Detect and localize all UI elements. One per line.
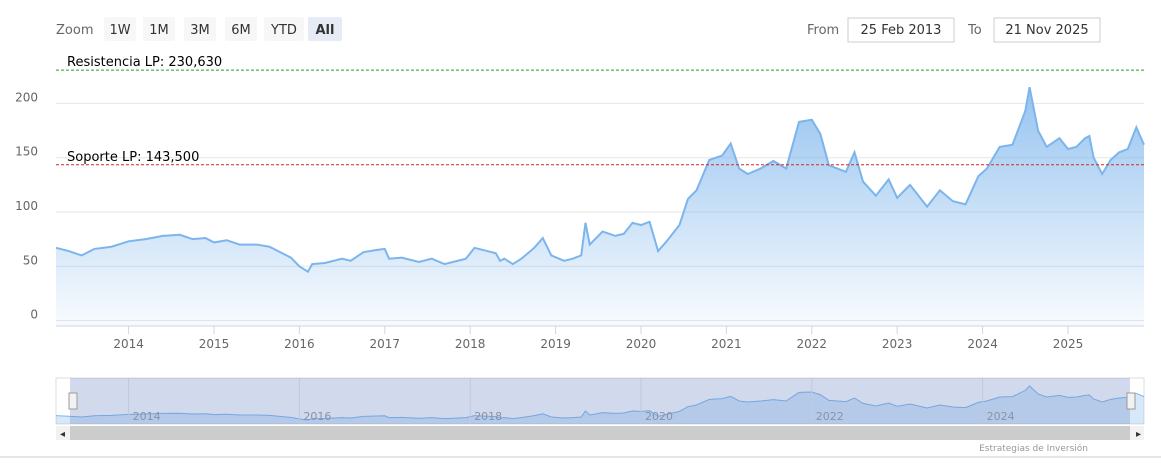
zoom-label: Zoom xyxy=(56,23,93,38)
y-tick-label: 200 xyxy=(15,90,38,104)
range-button[interactable] xyxy=(104,17,136,41)
scroll-right[interactable]: ▸ xyxy=(1136,429,1141,440)
navigator-tick-label: 2018 xyxy=(474,410,502,423)
range-button[interactable] xyxy=(308,17,342,41)
from-input[interactable] xyxy=(847,17,955,43)
range-button-label[interactable]: 1M xyxy=(149,23,169,38)
area-fill xyxy=(56,87,1144,327)
navigator-tick-label: 2022 xyxy=(816,410,844,423)
range-button-label[interactable]: 3M xyxy=(190,23,210,38)
range-button[interactable] xyxy=(225,17,257,41)
navigator-mask xyxy=(70,378,1130,424)
range-button[interactable] xyxy=(184,17,216,41)
to-date[interactable]: 21 Nov 2025 xyxy=(1005,23,1088,38)
to-label: To xyxy=(967,23,982,38)
x-tick-label: 2019 xyxy=(540,337,571,351)
navigator-area xyxy=(56,386,1144,424)
x-tick-label: 2021 xyxy=(711,337,742,351)
from-label: From xyxy=(807,23,839,38)
x-tick-label: 2022 xyxy=(797,337,828,351)
navigator-tick-label: 2014 xyxy=(133,410,161,423)
plot-line-label: Resistencia LP: 230,630 xyxy=(67,55,222,70)
range-button[interactable] xyxy=(264,17,304,41)
x-tick-label: 2018 xyxy=(455,337,486,351)
range-button-label[interactable]: 6M xyxy=(231,23,251,38)
y-tick-label: 150 xyxy=(15,145,38,159)
scrollbar-thumb[interactable] xyxy=(70,426,1130,440)
y-tick-label: 50 xyxy=(23,253,38,267)
navigator-tick-label: 2020 xyxy=(645,410,673,423)
to-input[interactable] xyxy=(993,17,1101,43)
x-tick-label: 2017 xyxy=(370,337,401,351)
navigator-handle[interactable] xyxy=(1126,392,1136,410)
scroll-left[interactable]: ◂ xyxy=(60,429,65,440)
range-button[interactable] xyxy=(143,17,175,41)
x-tick-label: 2014 xyxy=(113,337,144,351)
area-line xyxy=(55,86,1145,274)
from-date[interactable]: 25 Feb 2013 xyxy=(861,23,942,38)
range-button-label[interactable]: All xyxy=(316,23,335,38)
x-tick-label: 2025 xyxy=(1053,337,1084,351)
x-tick-label: 2020 xyxy=(626,337,657,351)
navigator-tick-label: 2016 xyxy=(303,410,331,423)
navigator xyxy=(55,377,1145,425)
x-tick-label: 2016 xyxy=(284,337,315,351)
navigator-handle[interactable] xyxy=(68,392,78,410)
y-tick-label: 100 xyxy=(15,199,38,213)
navigator-line xyxy=(55,385,1145,421)
x-tick-label: 2024 xyxy=(967,337,998,351)
navigator-tick-label: 2024 xyxy=(987,410,1015,423)
plot-line-label: Soporte LP: 143,500 xyxy=(67,150,199,165)
credits: Estrategias de Inversión xyxy=(979,443,1088,454)
range-button-label[interactable]: YTD xyxy=(270,23,297,38)
x-tick-label: 2015 xyxy=(199,337,230,351)
y-tick-label: 0 xyxy=(30,308,38,322)
x-tick-label: 2023 xyxy=(882,337,913,351)
range-button-label[interactable]: 1W xyxy=(109,23,130,38)
